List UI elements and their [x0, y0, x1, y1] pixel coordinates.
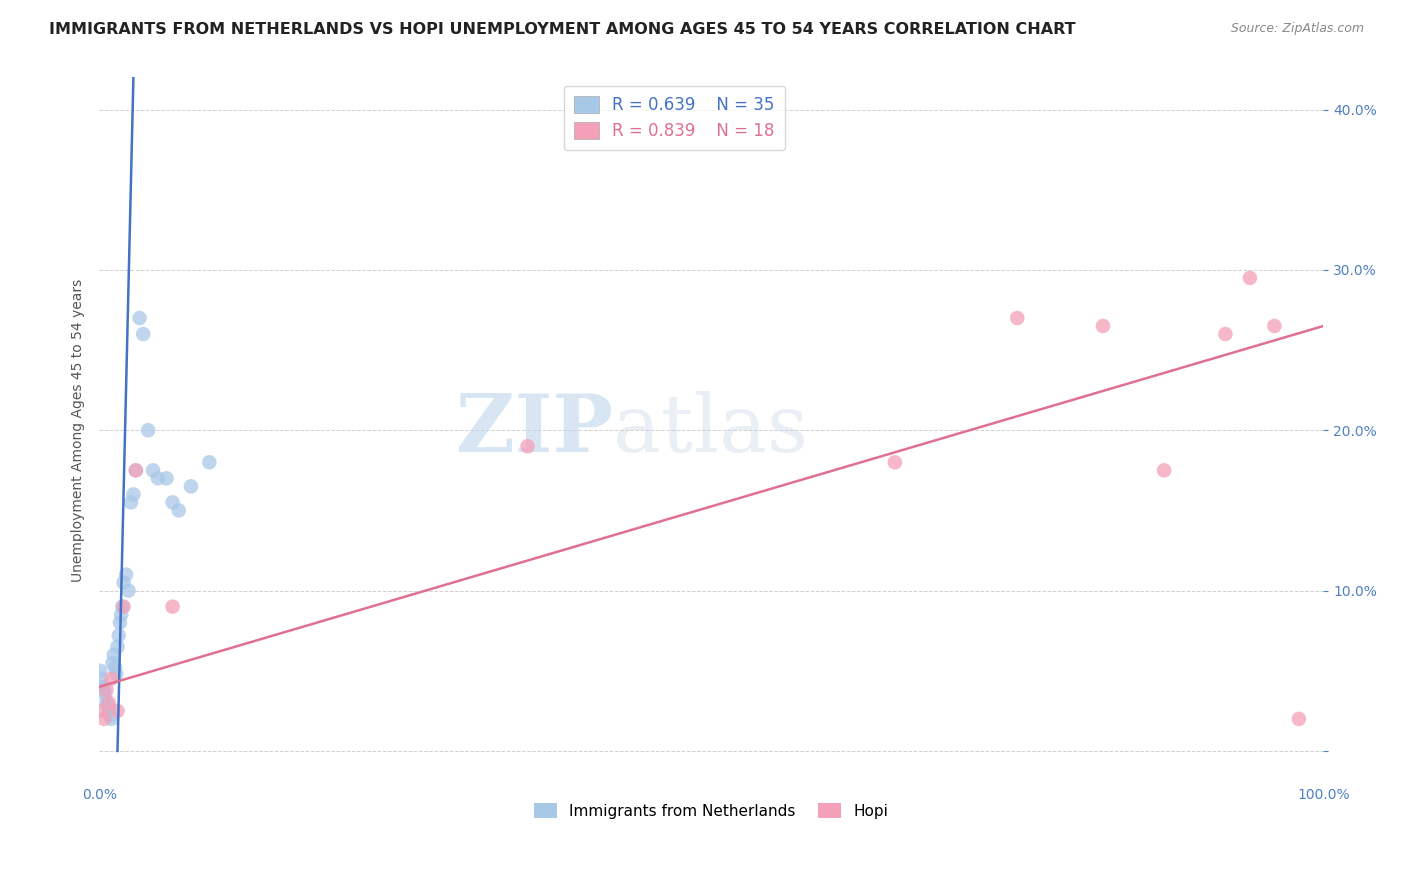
Point [180, 479, 202, 493]
Point [100, 712, 122, 726]
Point [107, 704, 129, 718]
Point [1007, 310, 1029, 325]
Y-axis label: Unemployment Among Ages 45 to 54 years: Unemployment Among Ages 45 to 54 years [72, 278, 86, 582]
Point [125, 463, 148, 477]
Point [155, 471, 177, 485]
Point [198, 455, 221, 469]
Point [98, 708, 121, 723]
Point [1288, 712, 1310, 726]
Point [107, 640, 129, 654]
Point [120, 495, 142, 509]
Point [125, 463, 148, 477]
Point [108, 615, 131, 630]
Point [162, 599, 184, 614]
Point [1153, 463, 1175, 477]
Point [1263, 318, 1285, 333]
Text: ZIP: ZIP [457, 392, 613, 469]
Legend: Immigrants from Netherlands, Hopi: Immigrants from Netherlands, Hopi [527, 797, 894, 825]
Point [132, 326, 155, 341]
Point [112, 599, 135, 614]
Point [136, 423, 159, 437]
Point [103, 648, 125, 662]
Point [90, 704, 112, 718]
Point [94, 688, 117, 702]
Point [96, 696, 118, 710]
Point [97, 696, 120, 710]
Point [97, 704, 120, 718]
Point [883, 455, 905, 469]
Point [167, 503, 190, 517]
Point [1091, 318, 1114, 333]
Point [112, 575, 135, 590]
Point [101, 656, 124, 670]
Text: IMMIGRANTS FROM NETHERLANDS VS HOPI UNEMPLOYMENT AMONG AGES 45 TO 54 YEARS CORRE: IMMIGRANTS FROM NETHERLANDS VS HOPI UNEM… [49, 22, 1076, 37]
Point [142, 463, 165, 477]
Point [105, 667, 128, 681]
Point [89, 664, 111, 678]
Point [128, 310, 150, 325]
Point [96, 683, 118, 698]
Point [146, 471, 169, 485]
Point [90, 672, 112, 686]
Point [91, 680, 114, 694]
Text: atlas: atlas [613, 392, 808, 469]
Point [97, 699, 120, 714]
Point [122, 487, 145, 501]
Text: Source: ZipAtlas.com: Source: ZipAtlas.com [1230, 22, 1364, 36]
Point [162, 495, 184, 509]
Point [1239, 271, 1261, 285]
Point [110, 607, 132, 622]
Point [107, 628, 129, 642]
Point [516, 439, 538, 453]
Point [115, 567, 138, 582]
Point [100, 672, 122, 686]
Point [93, 683, 115, 698]
Point [111, 599, 134, 614]
Point [104, 660, 127, 674]
Point [1215, 326, 1237, 341]
Point [93, 712, 115, 726]
Point [117, 583, 139, 598]
